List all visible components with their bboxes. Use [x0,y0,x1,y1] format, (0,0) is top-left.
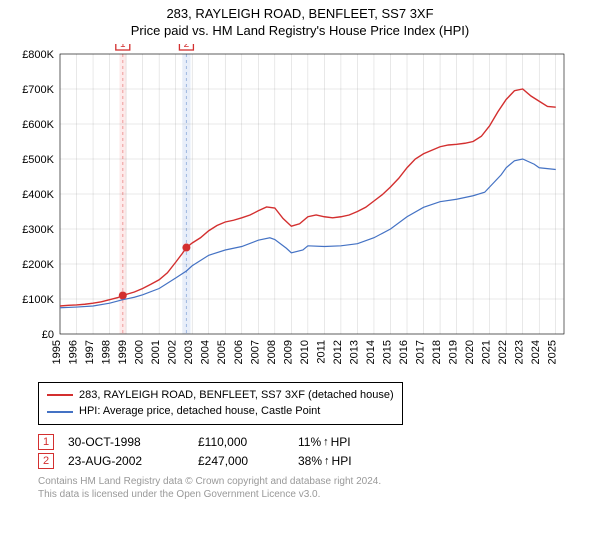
legend-swatch-property [47,394,73,396]
legend-label-property: 283, RAYLEIGH ROAD, BENFLEET, SS7 3XF (d… [79,387,394,404]
sale-marker-icon: 2 [38,453,54,469]
sale-hpi-label: HPI [332,454,352,468]
svg-text:2017: 2017 [415,340,427,364]
svg-text:£300K: £300K [22,224,54,236]
svg-text:2025: 2025 [547,340,559,364]
legend: 283, RAYLEIGH ROAD, BENFLEET, SS7 3XF (d… [38,382,403,425]
legend-item-hpi: HPI: Average price, detached house, Cast… [47,403,394,420]
chart-title-block: 283, RAYLEIGH ROAD, BENFLEET, SS7 3XF Pr… [10,6,590,40]
svg-text:2005: 2005 [216,340,228,364]
svg-text:£700K: £700K [22,84,54,96]
chart-subtitle: Price paid vs. HM Land Registry's House … [10,23,590,40]
svg-text:2015: 2015 [381,340,393,364]
svg-text:£400K: £400K [22,189,54,201]
svg-text:£600K: £600K [22,119,54,131]
svg-text:2023: 2023 [514,340,526,364]
svg-text:2004: 2004 [200,340,212,364]
chart-area: £0 £100K £200K £300K £400K £500K £600K £700K £80… [10,44,590,374]
svg-text:2001: 2001 [150,340,162,364]
svg-text:2000: 2000 [134,340,146,364]
svg-text:2002: 2002 [167,340,179,364]
copyright-line2: This data is licensed under the Open Gov… [38,488,590,502]
copyright-notice: Contains HM Land Registry data © Crown c… [38,475,590,502]
svg-text:£500K: £500K [22,154,54,166]
svg-text:2009: 2009 [282,340,294,364]
svg-text:2021: 2021 [481,340,493,364]
legend-label-hpi: HPI: Average price, detached house, Cast… [79,403,320,420]
svg-text:2007: 2007 [249,340,261,364]
svg-text:2024: 2024 [530,340,542,364]
sale-date: 23-AUG-2002 [68,454,198,468]
legend-item-property: 283, RAYLEIGH ROAD, BENFLEET, SS7 3XF (d… [47,387,394,404]
sales-list: 1 30-OCT-1998 £110,000 11% ↑ HPI 2 23-AU… [38,434,590,469]
svg-text:2: 2 [184,44,190,50]
sale-hpi-pct: 11% [298,435,321,449]
legend-swatch-hpi [47,411,73,413]
line-chart-svg: £0 £100K £200K £300K £400K £500K £600K £700K £80… [10,44,570,374]
svg-text:1997: 1997 [84,340,96,364]
chart-title-address: 283, RAYLEIGH ROAD, BENFLEET, SS7 3XF [10,6,590,23]
svg-text:2012: 2012 [332,340,344,364]
svg-text:2011: 2011 [315,340,327,364]
arrow-up-icon: ↑ [323,436,329,448]
svg-text:2014: 2014 [365,340,377,364]
sale-price: £110,000 [198,435,298,449]
svg-text:1996: 1996 [68,340,80,364]
svg-text:1999: 1999 [117,340,129,364]
svg-text:2016: 2016 [398,340,410,364]
sale-hpi-pct: 38% [298,454,322,468]
svg-text:2010: 2010 [299,340,311,364]
svg-text:2013: 2013 [348,340,360,364]
sale-hpi-change: 11% ↑ HPI [298,435,351,449]
svg-text:£200K: £200K [22,259,54,271]
svg-text:1998: 1998 [101,340,113,364]
sale-row: 1 30-OCT-1998 £110,000 11% ↑ HPI [38,434,590,450]
svg-text:£800K: £800K [22,49,54,61]
svg-text:2006: 2006 [233,340,245,364]
sale-marker-icon: 1 [38,434,54,450]
svg-text:2018: 2018 [431,340,443,364]
svg-text:£100K: £100K [22,294,54,306]
svg-text:1: 1 [120,44,126,50]
sale-row: 2 23-AUG-2002 £247,000 38% ↑ HPI [38,453,590,469]
svg-text:£0: £0 [42,329,54,341]
svg-text:2003: 2003 [183,340,195,364]
svg-text:1995: 1995 [51,340,63,364]
svg-text:2022: 2022 [497,340,509,364]
svg-text:2019: 2019 [448,340,460,364]
svg-text:2020: 2020 [464,340,476,364]
copyright-line1: Contains HM Land Registry data © Crown c… [38,475,590,489]
sale-hpi-label: HPI [331,435,351,449]
sale-price: £247,000 [198,454,298,468]
sale-hpi-change: 38% ↑ HPI [298,454,352,468]
sale-date: 30-OCT-1998 [68,435,198,449]
svg-text:2008: 2008 [266,340,278,364]
arrow-up-icon: ↑ [324,455,330,467]
